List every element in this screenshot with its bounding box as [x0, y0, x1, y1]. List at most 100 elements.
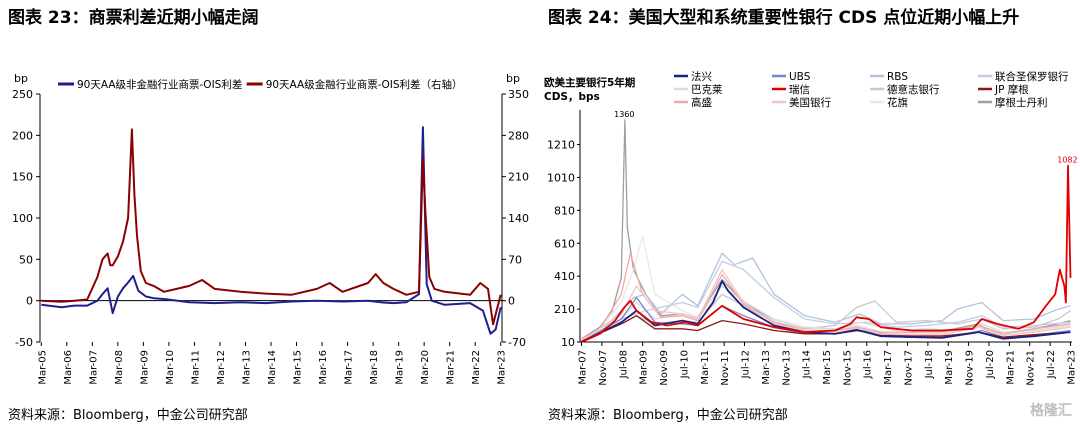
- series-line-2: [41, 128, 502, 326]
- series-line-4: [581, 260, 1071, 342]
- x-tick-label: Mar-15: [293, 350, 304, 385]
- right-tick-label: -70: [508, 336, 526, 349]
- x-tick-label: Mar-19: [944, 350, 955, 385]
- legend-label-6: 瑞信: [789, 84, 810, 96]
- x-tick-label: Mar-10: [165, 350, 176, 385]
- left-axis-unit: bp: [14, 72, 28, 85]
- series-line-9: [581, 268, 1071, 342]
- x-tick-label: Mar-11: [700, 350, 711, 385]
- watermark-logo: 格隆汇: [1030, 403, 1072, 419]
- x-tick-label: Mar-13: [241, 350, 252, 385]
- series-line-11: [581, 280, 1071, 343]
- legend-label-7: 德意志银行: [887, 83, 940, 96]
- x-tick-label: Mar-13: [761, 350, 772, 385]
- y-tick-label: 610: [554, 237, 575, 250]
- legend-label-3: RBS: [887, 71, 908, 83]
- right-tick-label: 280: [508, 129, 529, 142]
- series-line-12: [581, 164, 1072, 343]
- left-tick-label: 50: [19, 253, 33, 266]
- x-tick-label: Mar-12: [216, 350, 227, 385]
- legend-label-11: 花旗: [887, 96, 908, 109]
- y-tick-label: 10: [561, 336, 575, 349]
- x-tick-label: Mar-19: [395, 350, 406, 385]
- y-axis-label-line2: CDS，bps: [544, 91, 600, 103]
- legend-label-5: 巴克莱: [691, 84, 723, 96]
- left-figure: 图表 23：商票利差近期小幅走阔 bp bp 250 200 150 100 50 0 -50 3…: [0, 0, 530, 428]
- x-tick-label: Nov-15: [842, 350, 853, 386]
- left-figure-title: 图表 23：商票利差近期小幅走阔: [8, 8, 259, 28]
- x-tick-label: Jul-14: [802, 350, 813, 379]
- x-tick-label: Nov-21: [1026, 350, 1037, 386]
- annotation-2: 1082: [1057, 156, 1077, 165]
- x-tick-label: Nov-09: [659, 350, 670, 386]
- left-tick-label: 0: [26, 295, 33, 308]
- x-tick-label: Mar-09: [639, 350, 650, 385]
- y-tick-label: 410: [554, 270, 575, 283]
- x-tick-label: Mar-22: [471, 350, 482, 385]
- x-tick-label: Jul-08: [618, 350, 629, 379]
- right-tick-label: 70: [508, 253, 522, 266]
- x-tick-label: Mar-07: [88, 350, 99, 385]
- right-figure-title: 图表 24：美国大型和系统重要性银行 CDS 点位近期小幅上升: [548, 8, 1020, 28]
- x-tick-label: Jul-16: [863, 350, 874, 379]
- left-tick-label: -50: [15, 336, 33, 349]
- right-source: 资料来源：Bloomberg，中金公司研究部: [548, 408, 788, 423]
- left-tick-label: 200: [12, 129, 33, 142]
- legend-label-8: JP 摩根: [994, 83, 1029, 96]
- x-tick-label: Jul-12: [741, 350, 752, 379]
- x-tick-label: Mar-20: [420, 350, 431, 385]
- right-tick-label: 0: [508, 295, 515, 308]
- y-tick-label: 1210: [547, 139, 575, 152]
- x-tick-label: Nov-19: [965, 350, 976, 386]
- annotation-1: 1360: [614, 110, 634, 119]
- left-chart: bp bp 250 200 150 100 50 0 -50 350 280 210 140 70 0 -70…: [12, 72, 529, 385]
- legend-label-2: 90天AA级金融行业商票-OIS利差（右轴）: [266, 78, 463, 91]
- x-tick-label: Nov-11: [720, 350, 731, 386]
- x-tick-label: Mar-23: [497, 350, 508, 385]
- x-tick-label: Mar-18: [369, 350, 380, 385]
- x-tick-label: Mar-17: [344, 350, 355, 385]
- right-tick-label: 210: [508, 171, 529, 184]
- x-tick-label: Jul-22: [1046, 350, 1057, 379]
- right-tick-label: 350: [508, 88, 529, 101]
- x-tick-label: Mar-11: [190, 350, 201, 385]
- x-tick-label: Mar-15: [822, 350, 833, 385]
- x-tick-label: Jul-10: [679, 350, 690, 379]
- legend-label-4: 联合圣保罗银行: [995, 70, 1069, 83]
- right-chart: 欧美主要银行5年期CDS，bps1210101081061041021010Ma…: [544, 70, 1078, 386]
- x-tick-label: Mar-16: [318, 350, 329, 385]
- x-tick-label: Jul-20: [985, 350, 996, 379]
- legend-label-9: 高盛: [691, 96, 712, 109]
- y-tick-label: 210: [554, 303, 575, 316]
- x-tick-label: Mar-21: [446, 350, 457, 385]
- x-tick-label: Mar-17: [883, 350, 894, 385]
- x-tick-label: Mar-09: [139, 350, 150, 385]
- x-tick-label: Mar-05: [37, 350, 48, 385]
- left-tick-label: 150: [12, 171, 33, 184]
- right-figure: 图表 24：美国大型和系统重要性银行 CDS 点位近期小幅上升 欧美主要银行5年…: [540, 0, 1080, 428]
- x-tick-label: Mar-06: [63, 350, 74, 385]
- left-source: 资料来源：Bloomberg，中金公司研究部: [8, 408, 248, 423]
- y-axis-label-line1: 欧美主要银行5年期: [544, 76, 635, 89]
- x-tick-label: Mar-14: [267, 350, 278, 385]
- series-line-8: [581, 252, 1071, 340]
- x-tick-label: Jul-18: [924, 350, 935, 379]
- legend-label-1: 90天AA级非金融行业商票-OIS利差: [77, 78, 242, 91]
- y-tick-label: 810: [554, 204, 575, 217]
- right-tick-label: 140: [508, 212, 529, 225]
- legend-label-1: 法兴: [691, 70, 712, 83]
- right-axis-unit: bp: [506, 72, 520, 85]
- x-tick-label: Mar-23: [1066, 350, 1077, 385]
- legend-label-10: 美国银行: [789, 96, 831, 109]
- x-tick-label: Nov-17: [903, 350, 914, 386]
- y-tick-label: 1010: [547, 171, 575, 184]
- legend-label-2: UBS: [789, 71, 811, 83]
- x-tick-label: Nov-13: [781, 350, 792, 386]
- left-tick-label: 100: [12, 212, 33, 225]
- x-tick-label: Nov-07: [598, 350, 609, 386]
- x-tick-label: Mar-08: [114, 350, 125, 385]
- series-line-1: [41, 126, 502, 335]
- x-tick-label: Mar-21: [1005, 350, 1016, 385]
- x-tick-label: Mar-07: [578, 350, 589, 385]
- legend-label-12: 摩根士丹利: [995, 96, 1048, 109]
